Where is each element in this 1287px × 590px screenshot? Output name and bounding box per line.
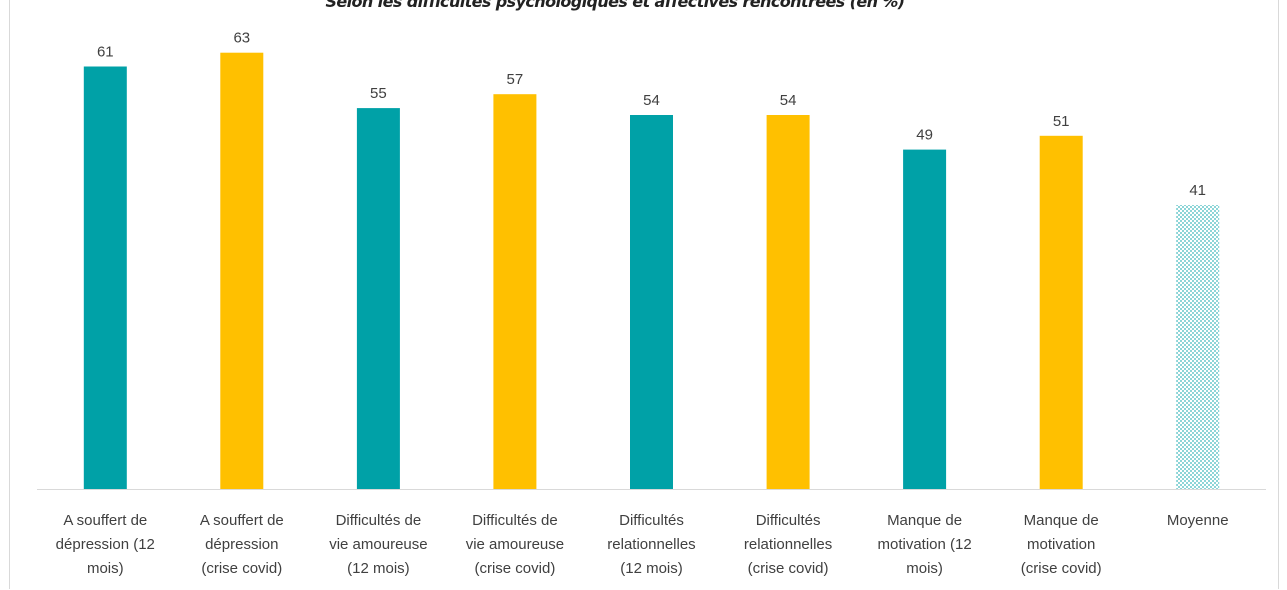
category-label-1: A souffert de dépression (12 mois) xyxy=(56,512,155,577)
category-label-2: A souffert de dépression (crise covid) xyxy=(200,512,284,577)
bar-7 xyxy=(903,149,947,489)
bar-9 xyxy=(1176,205,1220,489)
category-label-4: Difficultés de vie amoureuse (crise covid) xyxy=(466,512,564,577)
value-label-6: 54 xyxy=(780,92,797,109)
value-label-8: 51 xyxy=(1053,113,1070,130)
value-label-2: 63 xyxy=(233,30,250,47)
bar-3 xyxy=(356,108,400,489)
category-label-3: Difficultés de vie amoureuse (12 mois) xyxy=(329,512,427,577)
bar-8 xyxy=(1039,135,1083,490)
bar-2 xyxy=(220,52,264,489)
value-label-7: 49 xyxy=(916,127,933,144)
chart-frame xyxy=(9,0,1279,589)
bar-5 xyxy=(630,115,673,489)
value-labels-group: 61 63 55 57 54 54 49 51 41 xyxy=(97,30,1206,199)
value-label-1: 61 xyxy=(97,44,114,61)
category-label-7: Manque de motivation (12 mois) xyxy=(877,512,971,577)
value-label-4: 57 xyxy=(507,71,524,88)
value-label-3: 55 xyxy=(370,85,387,102)
bar-6 xyxy=(766,115,810,489)
category-label-5: Difficultés relationnelles (12 mois) xyxy=(607,512,695,577)
category-label-8: Manque de motivation (crise covid) xyxy=(1021,512,1102,577)
chart-title: Selon les difficultés psychologiques et … xyxy=(325,0,905,11)
bar-1 xyxy=(83,66,127,489)
bar-4 xyxy=(493,94,537,489)
category-labels-group: A souffert de dépression (12 mois) A souffe… xyxy=(56,512,1229,577)
category-label-9: Moyenne xyxy=(1167,512,1229,529)
bars-group xyxy=(83,52,1220,490)
value-label-5: 54 xyxy=(643,92,660,109)
value-label-9: 41 xyxy=(1189,182,1206,199)
category-label-6: Difficultés relationnelles (crise covid) xyxy=(744,512,832,577)
